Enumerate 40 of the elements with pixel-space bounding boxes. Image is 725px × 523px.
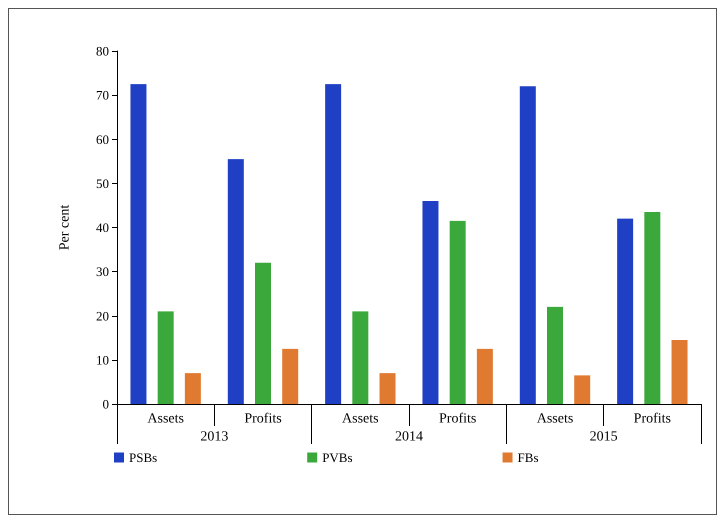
- bar: [422, 201, 438, 404]
- text: 2014: [395, 430, 423, 444]
- bar: [547, 306, 563, 404]
- x-tick-label: Profits: [634, 412, 672, 426]
- bar: [520, 86, 536, 404]
- text: 2015: [590, 430, 618, 444]
- y-tick-label: 60: [96, 132, 109, 147]
- bar: [450, 220, 466, 404]
- legend-label: FBs: [518, 450, 539, 465]
- y-tick-label: 70: [96, 88, 109, 103]
- y-tick-label: 80: [96, 44, 109, 58]
- bar: [644, 212, 660, 404]
- bar: [184, 373, 201, 404]
- bar: [325, 84, 342, 404]
- bar: [380, 373, 396, 404]
- x-tick-label: Assets: [342, 412, 379, 426]
- bar: [672, 340, 688, 404]
- bar: [617, 218, 634, 404]
- bar: [130, 84, 146, 404]
- y-axis-title: Per cent: [58, 204, 72, 250]
- bar: [158, 311, 174, 404]
- bar: [574, 375, 590, 404]
- y-tick-label: 30: [96, 264, 109, 280]
- y-tick-label: 10: [96, 352, 109, 368]
- bar: [228, 159, 244, 404]
- legend-label: PSBs: [129, 450, 158, 465]
- y-tick-label: 40: [96, 220, 109, 235]
- text: 2013: [200, 430, 228, 444]
- bar: [282, 348, 298, 404]
- y-tick-label: 20: [96, 308, 109, 324]
- x-tick-label: Profits: [244, 412, 282, 426]
- y-tick-label: 50: [96, 176, 109, 191]
- x-tick-label: Assets: [147, 412, 184, 426]
- x-tick-label: Profits: [438, 412, 476, 426]
- bar: [352, 311, 368, 404]
- y-tick-label: 0: [102, 396, 109, 412]
- bar: [255, 262, 271, 404]
- x-tick-label: Assets: [536, 412, 574, 426]
- legend-label: PVBs: [322, 450, 353, 465]
- bar: [476, 348, 493, 404]
